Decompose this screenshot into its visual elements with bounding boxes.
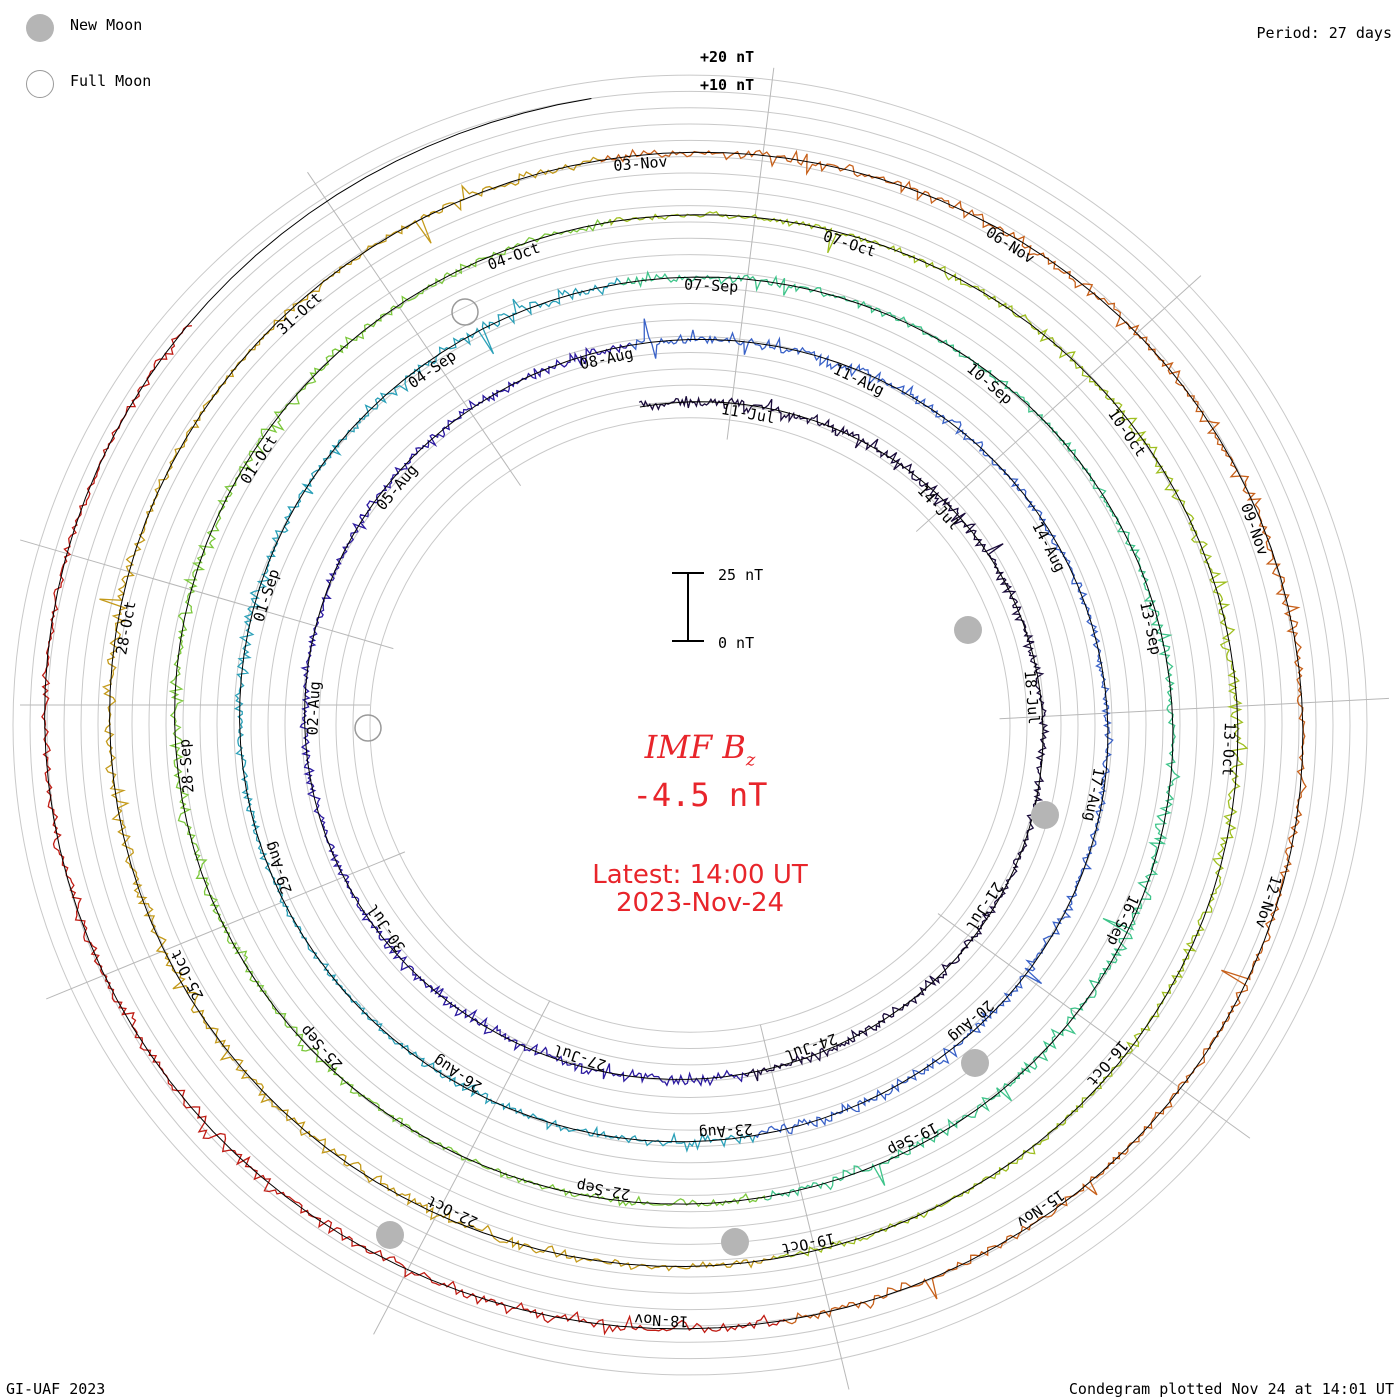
radial-spoke xyxy=(20,539,394,650)
period-label: Period: 27 days xyxy=(1256,24,1392,42)
reference-ring xyxy=(199,254,1181,1196)
new-moon-icon xyxy=(26,14,54,42)
date-label: 13-Oct xyxy=(1218,722,1239,777)
date-label: 09-Nov xyxy=(1237,501,1272,558)
reference-ring xyxy=(131,188,1249,1262)
series-line xyxy=(233,277,756,1153)
date-label: 15-Nov xyxy=(1013,1186,1068,1232)
new-moon-marker xyxy=(721,1228,749,1256)
radial-spoke xyxy=(937,913,1251,1139)
date-label: 07-Sep xyxy=(684,275,739,296)
scale-bar: 25 nT 0 nT xyxy=(672,566,763,652)
legend-new-moon-label: New Moon xyxy=(70,16,143,34)
date-label: 28-Oct xyxy=(112,600,139,657)
full-moon-marker xyxy=(451,298,479,326)
new-moon-marker xyxy=(376,1221,404,1249)
scale-bottom-label: 0 nT xyxy=(718,634,754,652)
reference-ring xyxy=(29,90,1351,1360)
reference-ring xyxy=(46,107,1334,1343)
date-label: 22-Sep xyxy=(575,1176,632,1203)
moon-markers xyxy=(354,298,1059,1256)
reference-ring xyxy=(182,237,1198,1213)
current-value: -4.5 nT xyxy=(632,776,768,814)
ring-label-20: +20 nT xyxy=(700,48,754,66)
date-label: 06-Nov xyxy=(983,223,1038,267)
bz-spiral-series xyxy=(41,98,1307,1336)
reference-ring xyxy=(250,303,1130,1147)
date-label: 23-Aug xyxy=(698,1120,754,1142)
full-moon-marker xyxy=(354,714,382,742)
reference-ring xyxy=(369,417,1011,1033)
series-line xyxy=(299,342,747,1087)
date-label: 07-Oct xyxy=(821,227,878,261)
radial-spoke xyxy=(307,171,522,487)
date-label: 22-Oct xyxy=(424,1192,481,1231)
radial-spoke xyxy=(915,275,1202,532)
reference-ring xyxy=(63,123,1317,1327)
radial-spoke xyxy=(726,67,775,440)
reference-ring xyxy=(97,156,1283,1294)
radial-spoke xyxy=(759,1024,850,1390)
date-label: 26-Aug xyxy=(430,1051,485,1095)
reference-ring xyxy=(12,74,1368,1376)
date-label: 02-Aug xyxy=(303,681,324,736)
reference-ring xyxy=(233,286,1147,1164)
reference-ring xyxy=(114,172,1266,1278)
reference-ring xyxy=(335,384,1045,1066)
date-label: 25-Oct xyxy=(167,947,208,1003)
parameter-title: IMF Bz xyxy=(0,728,1400,770)
new-moon-marker xyxy=(1031,801,1059,829)
latest-time: Latest: 14:00 UT xyxy=(592,860,808,890)
scale-top-label: 25 nT xyxy=(718,566,763,584)
date-label: 16-Oct xyxy=(1083,1037,1132,1090)
footer-plotted: Condegram plotted Nov 24 at 14:01 UT xyxy=(1068,1380,1394,1398)
date-label: 28-Sep xyxy=(175,738,197,794)
reference-ring xyxy=(148,205,1232,1245)
date-label: 04-Sep xyxy=(405,346,460,392)
radial-spoke xyxy=(999,697,1389,720)
reference-ring xyxy=(165,221,1215,1229)
series-line xyxy=(168,218,766,1208)
ring-labels: +20 nT +10 nT xyxy=(700,48,754,94)
full-moon-icon xyxy=(26,70,54,98)
radial-spoke xyxy=(46,851,406,1000)
parameter-subscript: z xyxy=(745,749,756,771)
reference-ring xyxy=(80,139,1300,1311)
new-moon-marker xyxy=(961,1049,989,1077)
parameter-name: IMF B xyxy=(644,728,746,766)
reference-ring xyxy=(284,335,1096,1115)
reference-ring xyxy=(216,270,1164,1180)
date-label: 13-Sep xyxy=(1136,600,1165,657)
new-moon-marker xyxy=(954,616,982,644)
radial-spokes xyxy=(20,67,1389,1390)
date-label: 19-Sep xyxy=(885,1118,941,1159)
legend-full-moon-label: Full Moon xyxy=(70,72,152,90)
date-label: 18-Jul xyxy=(1020,669,1042,725)
reference-ring xyxy=(267,319,1113,1131)
date-label: 27-Jul xyxy=(551,1041,608,1075)
date-label: 14-Jul xyxy=(914,481,964,533)
zero-baseline xyxy=(44,98,1304,1330)
ring-label-10: +10 nT xyxy=(700,76,754,94)
reference-rings xyxy=(12,74,1368,1376)
series-line xyxy=(619,270,1181,1201)
reference-ring xyxy=(301,352,1079,1098)
latest-date: 2023-Nov-24 xyxy=(615,888,785,918)
footer-credit: GI-UAF 2023 xyxy=(6,1380,106,1398)
date-label: 18-Nov xyxy=(634,1310,689,1331)
date-label: 14-Aug xyxy=(1028,519,1069,575)
date-label: 03-Nov xyxy=(613,152,669,174)
radial-spoke xyxy=(373,1000,551,1335)
reference-ring xyxy=(318,368,1062,1082)
date-label: 19-Oct xyxy=(780,1229,837,1258)
